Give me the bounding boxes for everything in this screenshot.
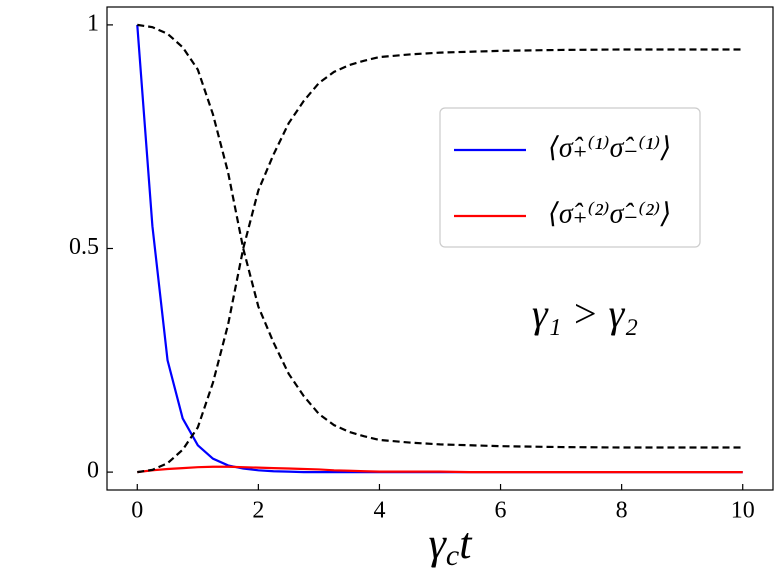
y-tick-label: 0.5	[69, 234, 99, 260]
line-series	[137, 23, 743, 449]
y-tick-label: 0	[87, 458, 99, 484]
annotation: γ₁ > γ₂	[532, 291, 638, 336]
x-tick-label: 10	[731, 498, 755, 524]
x-tick-label: 2	[252, 498, 264, 524]
x-label-suffix: t	[459, 519, 473, 568]
x-label-symbol: γ	[429, 519, 448, 568]
x-label-subscript: c	[446, 539, 459, 572]
x-tick-label: 4	[373, 498, 385, 524]
line-series	[137, 48, 743, 474]
x-tick-label: 6	[495, 498, 507, 524]
x-tick-label: 0	[131, 498, 143, 524]
legend-box	[439, 107, 701, 248]
legend-label: ⟨σ̂₊⁽²⁾σ̂₋⁽²⁾⟩	[548, 198, 671, 229]
y-tick-label: 1	[87, 10, 99, 36]
line-series	[137, 465, 743, 474]
x-tick-label: 8	[616, 498, 628, 524]
x-axis-label: γct	[429, 519, 474, 572]
legend-label: ⟨σ̂₊⁽¹⁾σ̂₋⁽¹⁾⟩	[548, 132, 671, 163]
